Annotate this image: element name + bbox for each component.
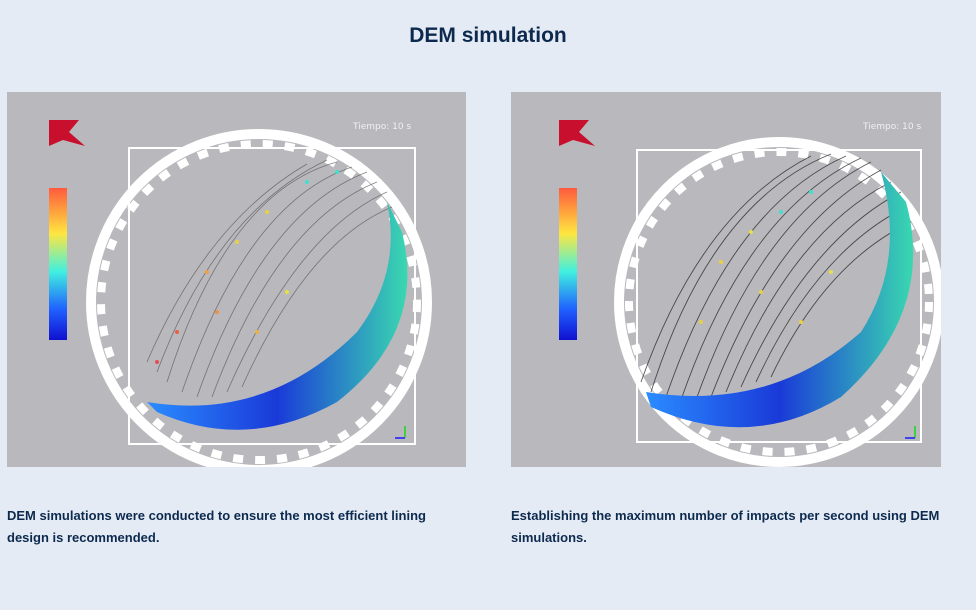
particle-trajectories	[640, 153, 912, 401]
domain-box	[128, 147, 416, 445]
dem-simulation-image-left: Tiempo: 10 s	[7, 92, 466, 467]
caption-left: DEM simulations were conducted to ensure…	[7, 508, 426, 545]
mill-shell	[614, 137, 941, 467]
colorbar	[49, 188, 67, 340]
page-title: DEM simulation	[409, 24, 567, 47]
logo-icon	[49, 120, 85, 146]
caption-right: Establishing the maximum number of impac…	[511, 508, 940, 545]
mill-shell	[86, 129, 432, 467]
simulation-canvas-left	[49, 120, 432, 467]
flying-particles	[699, 190, 833, 324]
particle-trajectories	[146, 159, 393, 398]
time-label: Tiempo: 10 s	[863, 122, 922, 132]
simulation-canvas-right	[559, 120, 941, 467]
dem-simulation-image-right: Tiempo: 10 s	[511, 92, 941, 467]
domain-box	[636, 149, 922, 443]
particle-charge	[646, 172, 914, 428]
colorbar	[559, 188, 577, 340]
axes-icon	[395, 426, 406, 439]
flying-particles	[155, 170, 339, 364]
axes-icon	[905, 426, 916, 439]
logo-icon	[559, 120, 595, 146]
particle-charge	[147, 202, 408, 430]
time-label: Tiempo: 10 s	[353, 122, 412, 132]
